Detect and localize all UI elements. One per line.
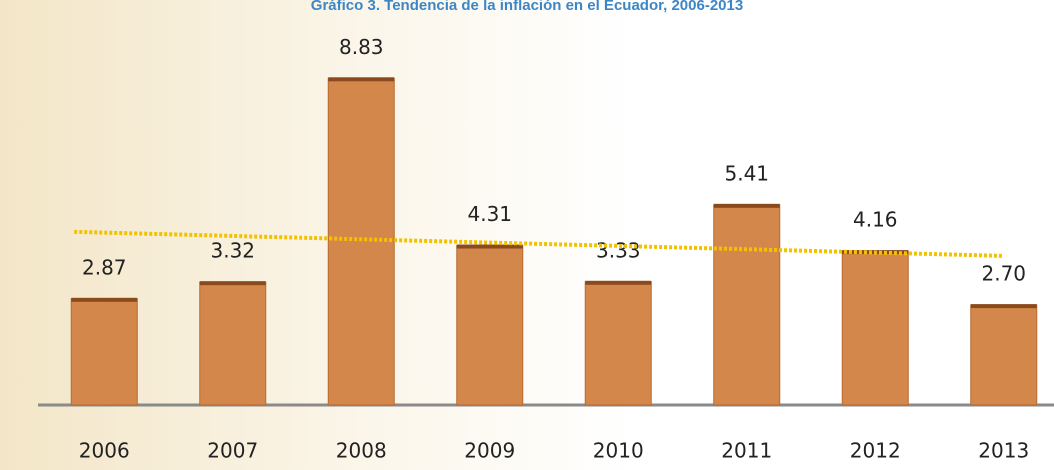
bar bbox=[199, 281, 267, 406]
bar bbox=[713, 204, 781, 406]
x-tick-label: 2008 bbox=[336, 439, 387, 463]
bar-cap bbox=[970, 304, 1037, 309]
x-tick-label: 2006 bbox=[79, 439, 130, 463]
x-tick-label: 2011 bbox=[721, 439, 772, 463]
bar-cap bbox=[713, 203, 780, 208]
x-tick-label: 2013 bbox=[978, 439, 1029, 463]
bar-cap bbox=[456, 244, 523, 249]
data-label: 4.31 bbox=[467, 202, 512, 226]
x-tick-label: 2007 bbox=[207, 439, 258, 463]
x-tick-label: 2009 bbox=[464, 439, 515, 463]
chart-title: Gráfico 3. Tendencia de la inflación en … bbox=[311, 0, 743, 14]
bar-cap bbox=[328, 77, 395, 82]
data-label: 5.41 bbox=[724, 161, 769, 185]
data-label: 4.16 bbox=[853, 208, 898, 232]
bar-cap bbox=[71, 297, 138, 302]
bar-cap bbox=[199, 281, 266, 286]
data-label: 3.33 bbox=[596, 238, 641, 262]
bar bbox=[70, 298, 138, 406]
data-label: 8.83 bbox=[339, 35, 384, 59]
data-label: 2.87 bbox=[82, 255, 127, 279]
bar bbox=[970, 304, 1038, 406]
data-label: 3.32 bbox=[210, 239, 255, 263]
bar bbox=[327, 77, 395, 406]
data-label: 2.70 bbox=[981, 262, 1026, 286]
bar bbox=[584, 281, 652, 406]
x-tick-label: 2010 bbox=[593, 439, 644, 463]
bar-cap bbox=[585, 280, 652, 285]
bar bbox=[841, 250, 909, 406]
x-tick-label: 2012 bbox=[850, 439, 901, 463]
bar bbox=[456, 245, 524, 406]
